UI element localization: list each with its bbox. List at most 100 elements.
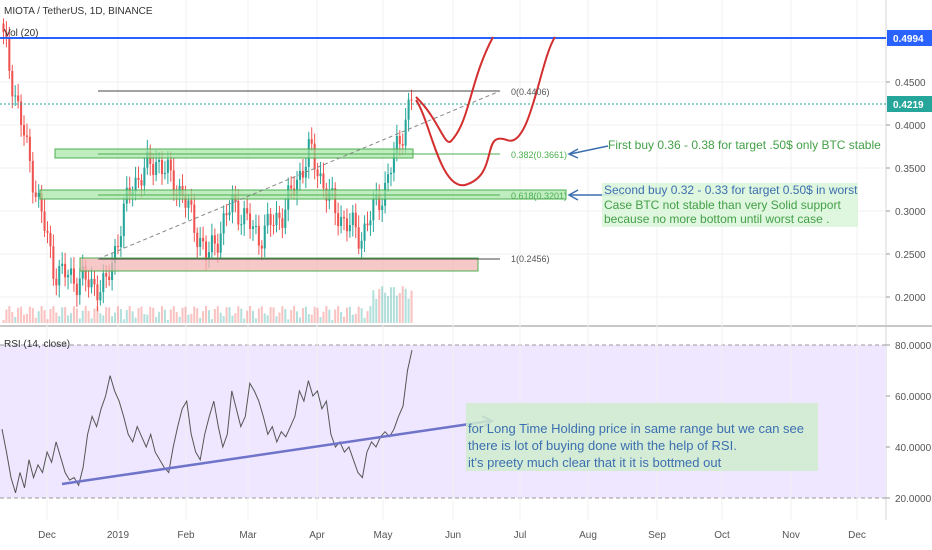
volume-bar xyxy=(81,310,84,323)
candle-body xyxy=(11,70,14,97)
candle-body xyxy=(146,151,149,168)
candle-body xyxy=(90,278,93,288)
first-buy-note[interactable]: First buy 0.36 - 0.38 for target .50$ on… xyxy=(608,138,881,152)
candle-body xyxy=(122,203,125,237)
volume-bar xyxy=(102,315,105,323)
candle-body xyxy=(199,237,202,247)
volume-bar xyxy=(152,307,155,323)
volume-bar xyxy=(275,316,278,323)
volume-bar xyxy=(37,311,40,323)
volume-bar xyxy=(202,311,205,323)
time-tick-label: Aug xyxy=(579,530,597,541)
volume-bar xyxy=(387,295,390,323)
candle-body xyxy=(137,177,140,180)
rsi-trendline[interactable] xyxy=(61,419,491,486)
candle-body xyxy=(75,283,78,296)
volume-bar xyxy=(193,306,196,323)
volume-bar xyxy=(331,319,334,323)
volume-bar xyxy=(369,306,372,323)
volume-bar xyxy=(237,306,240,323)
volume-bar xyxy=(205,306,208,323)
volume-bar xyxy=(342,316,346,323)
fib-diagonal[interactable] xyxy=(97,90,501,260)
price-tick-label: 0.4500 xyxy=(895,78,926,89)
price-axis[interactable] xyxy=(886,0,932,550)
volume-bar xyxy=(158,311,161,323)
candle-body xyxy=(269,213,272,225)
zone-1[interactable] xyxy=(79,257,479,272)
volume-bar xyxy=(108,307,111,323)
projection-curve-2[interactable] xyxy=(415,36,556,187)
candle-body xyxy=(334,188,337,214)
second-buy-note-box[interactable] xyxy=(602,183,858,227)
candle-body xyxy=(158,159,161,162)
volume-bar xyxy=(272,307,275,323)
volume-bar xyxy=(96,306,99,323)
candle-body xyxy=(187,200,190,208)
price-pane[interactable] xyxy=(0,0,886,324)
candle-body xyxy=(354,212,357,228)
candle-body xyxy=(184,196,187,208)
candle-body xyxy=(216,243,219,253)
candle-body xyxy=(392,153,395,173)
arrow-second-buy-head xyxy=(567,189,579,201)
candle-body xyxy=(37,193,40,197)
volume-bar xyxy=(8,306,11,323)
candle-body xyxy=(99,292,102,301)
second-buy-line-1[interactable]: Second buy 0.32 - 0.33 for target 0.50$ … xyxy=(604,183,858,197)
price-tick-label: 0.3500 xyxy=(895,164,926,175)
volume-bar xyxy=(348,306,351,323)
time-axis-ticks: Dec 2019 Feb Mar Apr May Jun Jul Aug Sep Oct Nov Dec xyxy=(38,530,866,541)
rsi-tick-label: 80.0000 xyxy=(895,341,932,352)
candle-body xyxy=(163,172,166,175)
volume-bar xyxy=(301,308,304,323)
candle-body xyxy=(363,223,366,241)
volume-bar xyxy=(146,314,149,323)
volume-bar xyxy=(122,319,125,323)
volume-bar xyxy=(407,298,410,323)
rsi-line[interactable] xyxy=(1,349,413,494)
volume-bar xyxy=(140,306,143,323)
volume-bar xyxy=(181,307,184,323)
volume-bar xyxy=(25,313,28,323)
second-buy-line-2[interactable]: Case BTC not stable than very Solid supp… xyxy=(604,198,841,212)
candle-body xyxy=(25,135,28,137)
candle-body xyxy=(96,284,99,301)
candle-body xyxy=(8,38,11,71)
volume-bar xyxy=(116,306,119,323)
rsi-axis-ticks: 80.0000 60.0000 40.0000 20.0000 xyxy=(886,341,932,505)
second-buy-line-3[interactable]: because no more bottom until worst case … xyxy=(604,212,829,226)
volume-bar xyxy=(90,318,93,323)
volume-bar xyxy=(31,308,34,323)
candle-body xyxy=(78,278,81,296)
fib-label-0618: 0.618(0.3201) xyxy=(511,191,567,201)
volume-bar xyxy=(281,306,284,323)
rsi-note-line-2[interactable]: there is lot of buying done with the hel… xyxy=(468,438,737,453)
time-tick-label: Nov xyxy=(782,530,800,541)
volume-bar xyxy=(234,313,237,323)
volume-bar xyxy=(249,306,252,323)
candle-body xyxy=(246,208,249,214)
candle-body xyxy=(116,246,119,248)
rsi-note-box[interactable] xyxy=(466,403,818,471)
candle-body xyxy=(231,194,234,213)
resistance-badge-label: 0.4994 xyxy=(893,34,924,45)
volume-bar xyxy=(389,287,393,323)
candle-body xyxy=(61,263,64,267)
candle-body xyxy=(140,179,143,186)
candle-body xyxy=(72,268,75,284)
volume-bar xyxy=(269,307,272,323)
arrow-first-buy[interactable] xyxy=(569,145,609,155)
volume-bar xyxy=(357,306,360,323)
candle-body xyxy=(93,278,96,285)
volume-bar xyxy=(28,306,31,323)
candle-body xyxy=(278,212,281,219)
candle-body xyxy=(152,163,155,175)
rsi-note-line-3[interactable]: it's preety much clear that it it is bot… xyxy=(468,455,722,470)
rsi-note-line-1[interactable]: for Long Time Holding price in same rang… xyxy=(468,421,804,436)
volume-bar xyxy=(58,316,61,323)
volume-bar xyxy=(228,307,231,323)
projection-curve-1[interactable] xyxy=(415,36,494,143)
time-tick-label: Feb xyxy=(177,530,195,541)
